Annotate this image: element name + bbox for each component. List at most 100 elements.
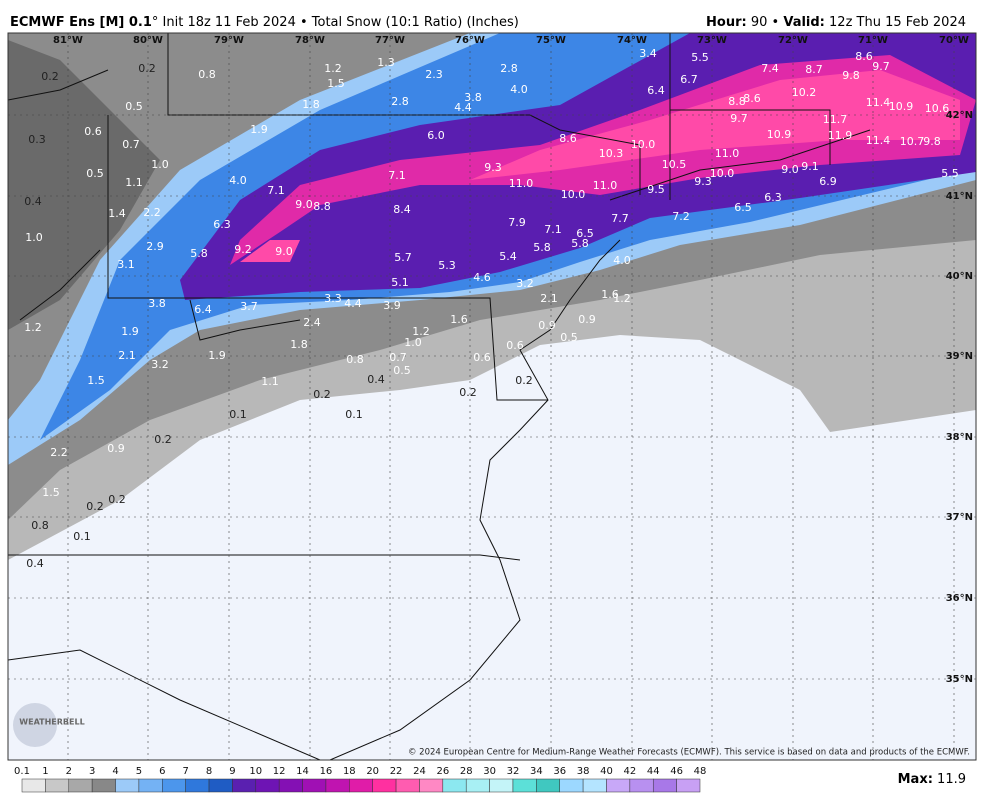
snow-total: 0.9 xyxy=(107,442,125,455)
snow-total: 2.4 xyxy=(303,316,321,329)
snow-total: 8.8 xyxy=(728,95,746,108)
snow-total: 0.6 xyxy=(506,339,524,352)
title-bold: ECMWF Ens [M] 0.1 xyxy=(10,15,152,30)
snow-total: 9.8 xyxy=(923,135,941,148)
snow-total: 1.2 xyxy=(412,325,430,338)
snow-total: 8.8 xyxy=(313,200,331,213)
snow-total: 5.7 xyxy=(394,251,412,264)
snow-total: 7.7 xyxy=(611,212,629,225)
snow-total: 10.0 xyxy=(631,138,656,151)
border xyxy=(107,115,548,401)
snow-total: 3.4 xyxy=(639,47,657,60)
snow-total: 3.8 xyxy=(464,91,482,104)
border xyxy=(8,69,301,341)
snow-total: 9.1 xyxy=(801,160,819,173)
snow-total: 0.2 xyxy=(138,62,156,75)
colorbar-label: 48 xyxy=(694,766,707,777)
snow-total: 5.8 xyxy=(571,237,589,250)
colorbar-label: 46 xyxy=(670,766,683,777)
snow-total: 5.8 xyxy=(533,241,551,254)
snow-total: 0.2 xyxy=(515,374,533,387)
snow-total: 6.4 xyxy=(647,84,665,97)
colorbar-label: 4 xyxy=(112,766,118,777)
snow-total: 0.8 xyxy=(31,519,49,532)
boundaries xyxy=(8,33,871,760)
snow-total: 1.2 xyxy=(24,321,42,334)
snow-total: 0.2 xyxy=(108,493,126,506)
header-valid: Hour: 90 • Valid: 12z Thu 15 Feb 2024 xyxy=(706,15,966,30)
colorbar-label: 40 xyxy=(600,766,613,777)
map: 0.20.2 0.8 1.2 1.32.3 2.83.4 5.57.4 8.78.69.79… xyxy=(8,33,976,760)
snow-total: 10.5 xyxy=(662,158,687,171)
snow-total: 7.1 xyxy=(544,223,562,236)
snow-total: 0.7 xyxy=(122,138,140,151)
snow-total: 6.0 xyxy=(427,129,445,142)
snow-total: 9.7 xyxy=(730,112,748,125)
colorbar: 0.1 1 2 3 4 5 6 7 8 9 10 12 14 16 18 20 22 24 26 28 30 32 34 36… xyxy=(14,766,707,793)
longitude-label: 75°W xyxy=(536,35,566,46)
colorbar-swatch xyxy=(162,778,186,793)
snow-total: 1.4 xyxy=(108,207,126,220)
snow-total: 6.5 xyxy=(576,227,594,240)
snow-total: 9.0 xyxy=(781,163,799,176)
colorbar-label: 7 xyxy=(182,766,188,777)
snow-total: 0.4 xyxy=(26,557,44,570)
snow-total: 0.2 xyxy=(86,500,104,513)
colorbar-label: 32 xyxy=(507,766,520,777)
max-value: 11.9 xyxy=(937,772,966,787)
snow-total: 0.8 xyxy=(346,353,364,366)
longitude-label: 71°W xyxy=(858,35,888,46)
colorbar-swatch xyxy=(185,778,210,793)
snow-total: 1.8 xyxy=(290,338,308,351)
colorbar-swatch xyxy=(45,778,70,793)
colorbar-swatch xyxy=(676,778,701,793)
snow-total: 1.1 xyxy=(261,375,279,388)
latitude-label: 38°N xyxy=(946,432,973,443)
colorbar-label: 1 xyxy=(42,766,48,777)
colorbar-label: 36 xyxy=(553,766,566,777)
latitude-label: 35°N xyxy=(946,674,973,685)
latitude-label: 42°N xyxy=(946,110,973,121)
snow-total: 6.4 xyxy=(194,303,212,316)
point-values: 0.20.2 0.8 1.2 1.32.3 2.83.4 5.57.4 8.78.69.79… xyxy=(24,47,959,570)
snow-total: 7.2 xyxy=(672,210,690,223)
snow-total: 0.1 xyxy=(73,530,91,543)
snow-total: 10.9 xyxy=(889,100,914,113)
snow-total: 3.9 xyxy=(383,299,401,312)
snow-total: 4.4 xyxy=(344,297,362,310)
max-text: Max: 11.9 xyxy=(898,772,966,787)
snow-total: 1.1 xyxy=(125,176,143,189)
snow-total: 0.2 xyxy=(154,433,172,446)
snow-total: 10.3 xyxy=(599,147,624,160)
longitude-label: 78°W xyxy=(295,35,325,46)
colorbar-label: 14 xyxy=(296,766,309,777)
valid: 12z Thu 15 Feb 2024 xyxy=(829,15,966,30)
snow-total: 0.2 xyxy=(41,70,59,83)
valid-label: Valid: xyxy=(783,15,825,30)
snow-total: 2.2 xyxy=(50,446,68,459)
snow-total: 0.4 xyxy=(24,195,42,208)
snow-total: 4.0 xyxy=(229,174,247,187)
snow-total: 1.0 xyxy=(404,336,422,349)
snow-total: 10.6 xyxy=(925,102,950,115)
snow-total: 5.5 xyxy=(691,51,709,64)
snow-total: 9.0 xyxy=(275,245,293,258)
colorbar-swatch xyxy=(349,778,373,793)
colorbar-swatch xyxy=(606,778,631,793)
snow-total: 0.5 xyxy=(560,331,578,344)
snow-total: 5.8 xyxy=(190,247,208,260)
snow-total: 0.6 xyxy=(84,125,102,138)
longitude-label: 72°W xyxy=(778,35,808,46)
colorbar-swatch xyxy=(302,778,327,793)
colorbar-swatch xyxy=(138,778,163,793)
snow-total: 9.3 xyxy=(484,161,502,174)
snow-total: 11.0 xyxy=(593,179,618,192)
title-rest: ° Init 18z 11 Feb 2024 • Total Snow (10:… xyxy=(152,15,519,30)
colorbar-swatch xyxy=(255,778,280,793)
snow-total: 8.6 xyxy=(743,92,761,105)
border xyxy=(8,554,521,561)
latitude-label: 41°N xyxy=(946,191,973,202)
snow-total: 2.2 xyxy=(143,206,161,219)
snow-total: 1.5 xyxy=(327,77,345,90)
colorbar-label: 18 xyxy=(343,766,356,777)
